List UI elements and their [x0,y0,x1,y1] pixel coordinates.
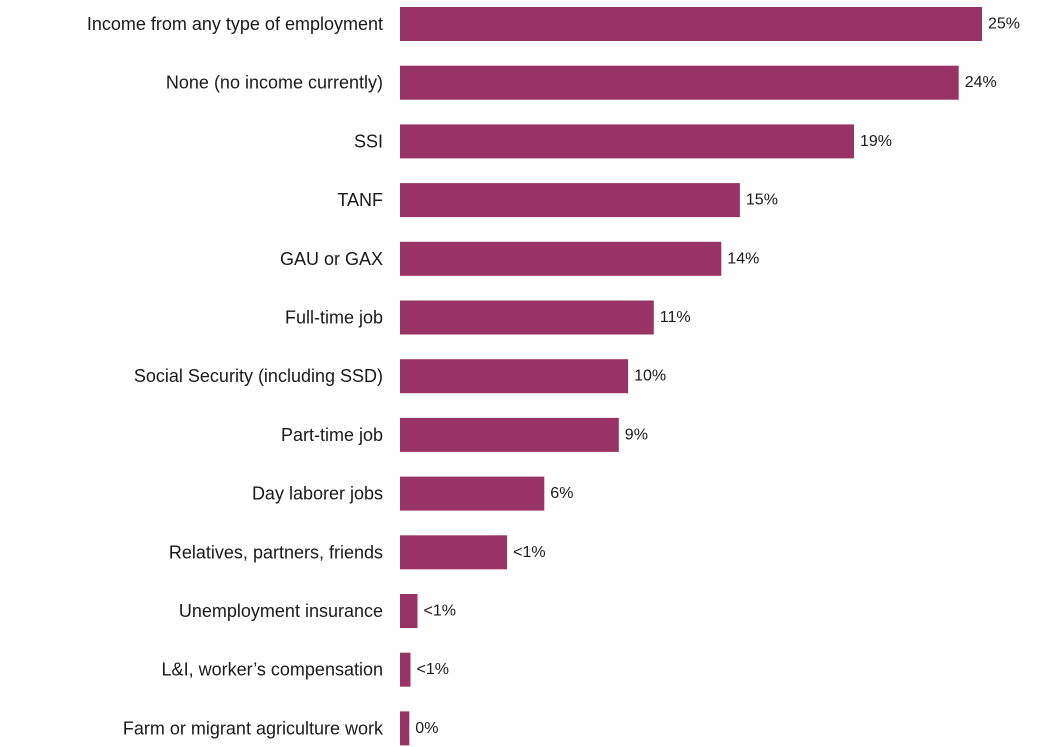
bar [400,65,959,100]
category-label: Day laborer jobs [252,484,383,504]
bar [400,476,545,511]
value-label: 25% [988,16,1020,33]
bar [400,417,619,452]
value-label: <1% [417,661,449,678]
category-label: Income from any type of employment [87,14,383,34]
bar [400,711,410,746]
bar [400,594,418,628]
value-label: 11% [660,309,691,326]
category-label: Farm or migrant agriculture work [123,718,384,738]
value-label: 0% [415,720,438,737]
category-label: Full-time job [285,308,383,328]
bars [400,7,982,746]
category-label: GAU or GAX [280,249,383,269]
value-label: 9% [625,426,648,443]
bar [400,652,411,687]
bar [400,124,854,159]
category-label: L&I, worker’s compensation [162,660,383,680]
category-labels: Income from any type of employment None (… [87,14,384,738]
value-label: 6% [550,485,573,502]
category-label: Social Security (including SSD) [134,366,383,386]
category-label: Unemployment insurance [179,601,383,621]
value-label: 24% [965,74,997,91]
category-label: None (no income currently) [166,73,383,93]
value-label: 15% [746,192,778,209]
value-label: 10% [634,368,666,385]
category-label: SSI [354,131,383,151]
value-label: <1% [513,544,545,561]
bar [400,300,654,335]
bar [400,535,508,570]
bar [400,241,722,276]
value-labels: 25% 24% 19% 15% 14% 11% 10% 9% 6% <1% <1% <1% 0% [415,16,1020,737]
value-label: 14% [727,250,759,267]
category-label: TANF [337,190,383,210]
category-label: Relatives, partners, friends [169,542,383,562]
value-label: 19% [860,133,892,150]
value-label: <1% [424,603,456,620]
bar [400,183,740,218]
bar [400,7,982,41]
category-label: Part-time job [281,425,383,445]
bar [400,359,629,394]
